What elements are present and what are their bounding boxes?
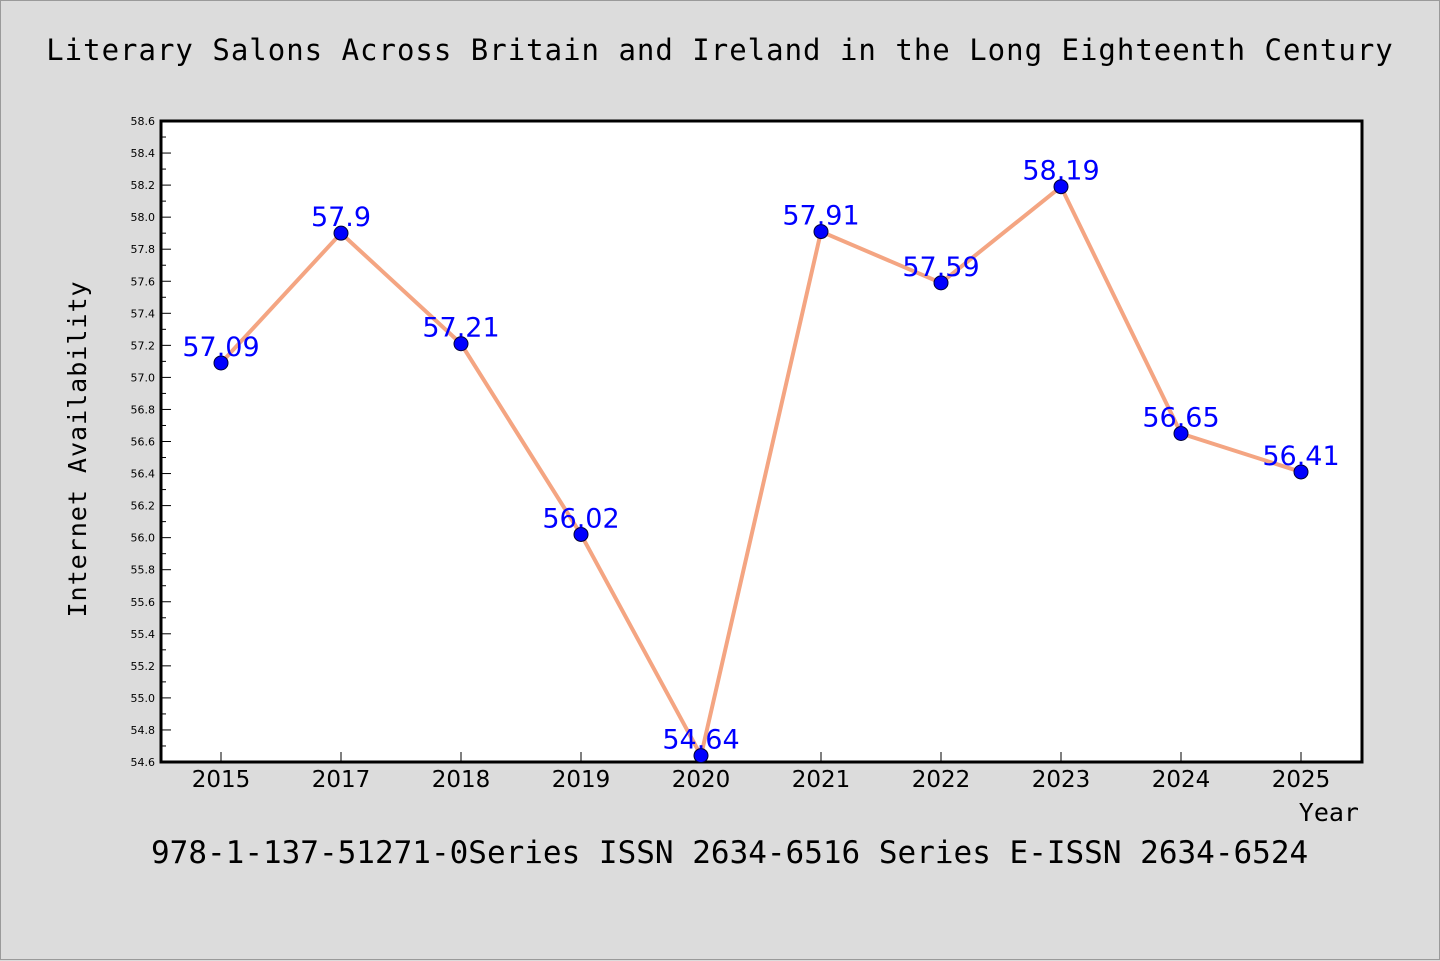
y-tick-label: 58.6 [131, 115, 156, 128]
y-tick-label: 56.2 [131, 500, 156, 513]
data-point [933, 275, 949, 291]
chart-title: Literary Salons Across Britain and Irela… [46, 33, 1394, 67]
data-point [1293, 464, 1309, 480]
footer-isbn-text: 978-1-137-51271-0Series ISSN 2634-6516 S… [151, 835, 1309, 871]
x-tick-label: 2024 [1152, 767, 1211, 793]
data-label: 56.41 [1262, 441, 1339, 472]
x-tick-label: 2023 [1032, 767, 1091, 793]
x-tick-label: 2022 [912, 767, 971, 793]
y-tick-label: 56.4 [131, 468, 156, 481]
y-tick-label: 55.6 [131, 596, 156, 609]
data-point [453, 336, 469, 352]
data-label: 57.09 [182, 332, 259, 363]
y-axis: 54.6 54.8 55.0 55.2 55.4 55.6 55.8 56.0 56.2 56.4… [131, 115, 171, 769]
y-tick-label: 56.0 [131, 532, 156, 545]
data-label-group: 57.09 57.9 57.21 56.02 54.64 57.91 57.59 58.19 5… [182, 156, 1339, 756]
y-tick-label: 58.2 [131, 179, 156, 192]
x-tick-label: 2017 [312, 767, 371, 793]
data-label: 57.9 [311, 202, 371, 233]
data-point [693, 748, 709, 764]
x-tick-label: 2021 [792, 767, 851, 793]
y-tick-label: 58.4 [131, 147, 156, 160]
y-tick-label: 58.0 [131, 211, 156, 224]
data-label: 57.91 [782, 201, 859, 232]
x-tick-label: 2018 [432, 767, 491, 793]
y-tick-label: 56.8 [131, 403, 156, 416]
marker-group [213, 179, 1309, 764]
y-axis-label: Internet Availability [63, 280, 92, 617]
y-tick-label: 54.6 [131, 756, 156, 769]
x-tick-label: 2015 [192, 767, 251, 793]
y-tick-label: 55.4 [131, 628, 156, 641]
series-line [219, 184, 1302, 758]
data-point [1173, 425, 1189, 441]
data-label: 56.02 [542, 503, 619, 534]
data-point [213, 355, 229, 371]
series-line-group [219, 184, 1302, 758]
data-label: 57.59 [902, 252, 979, 283]
plot-area [159, 119, 1364, 764]
x-tick-label: 2025 [1272, 767, 1331, 793]
y-tick-label: 57.2 [131, 339, 156, 352]
x-axis: 2015 2017 2018 2019 2020 2021 2022 2023 2024 2025 [192, 752, 1331, 793]
x-tick-label: 2020 [672, 767, 731, 793]
y-tick-label: 55.8 [131, 564, 156, 577]
y-tick-label: 57.0 [131, 371, 156, 384]
data-point [333, 225, 349, 241]
y-tick-label: 55.2 [131, 660, 156, 673]
data-point [1053, 179, 1069, 195]
x-axis-label: Year [1299, 798, 1359, 827]
y-tick-label: 57.4 [131, 307, 156, 320]
y-tick-label: 54.8 [131, 724, 156, 737]
data-label: 56.65 [1142, 402, 1219, 433]
y-tick-label: 57.6 [131, 275, 156, 288]
y-tick-label: 56.6 [131, 436, 156, 449]
data-label: 57.21 [422, 313, 499, 344]
x-tick-label: 2019 [552, 767, 611, 793]
data-point [813, 224, 829, 240]
data-label: 58.19 [1022, 156, 1099, 187]
data-point [573, 526, 589, 542]
y-tick-label: 57.8 [131, 243, 156, 256]
data-label: 54.64 [662, 725, 739, 756]
y-tick-label: 55.0 [131, 692, 156, 705]
